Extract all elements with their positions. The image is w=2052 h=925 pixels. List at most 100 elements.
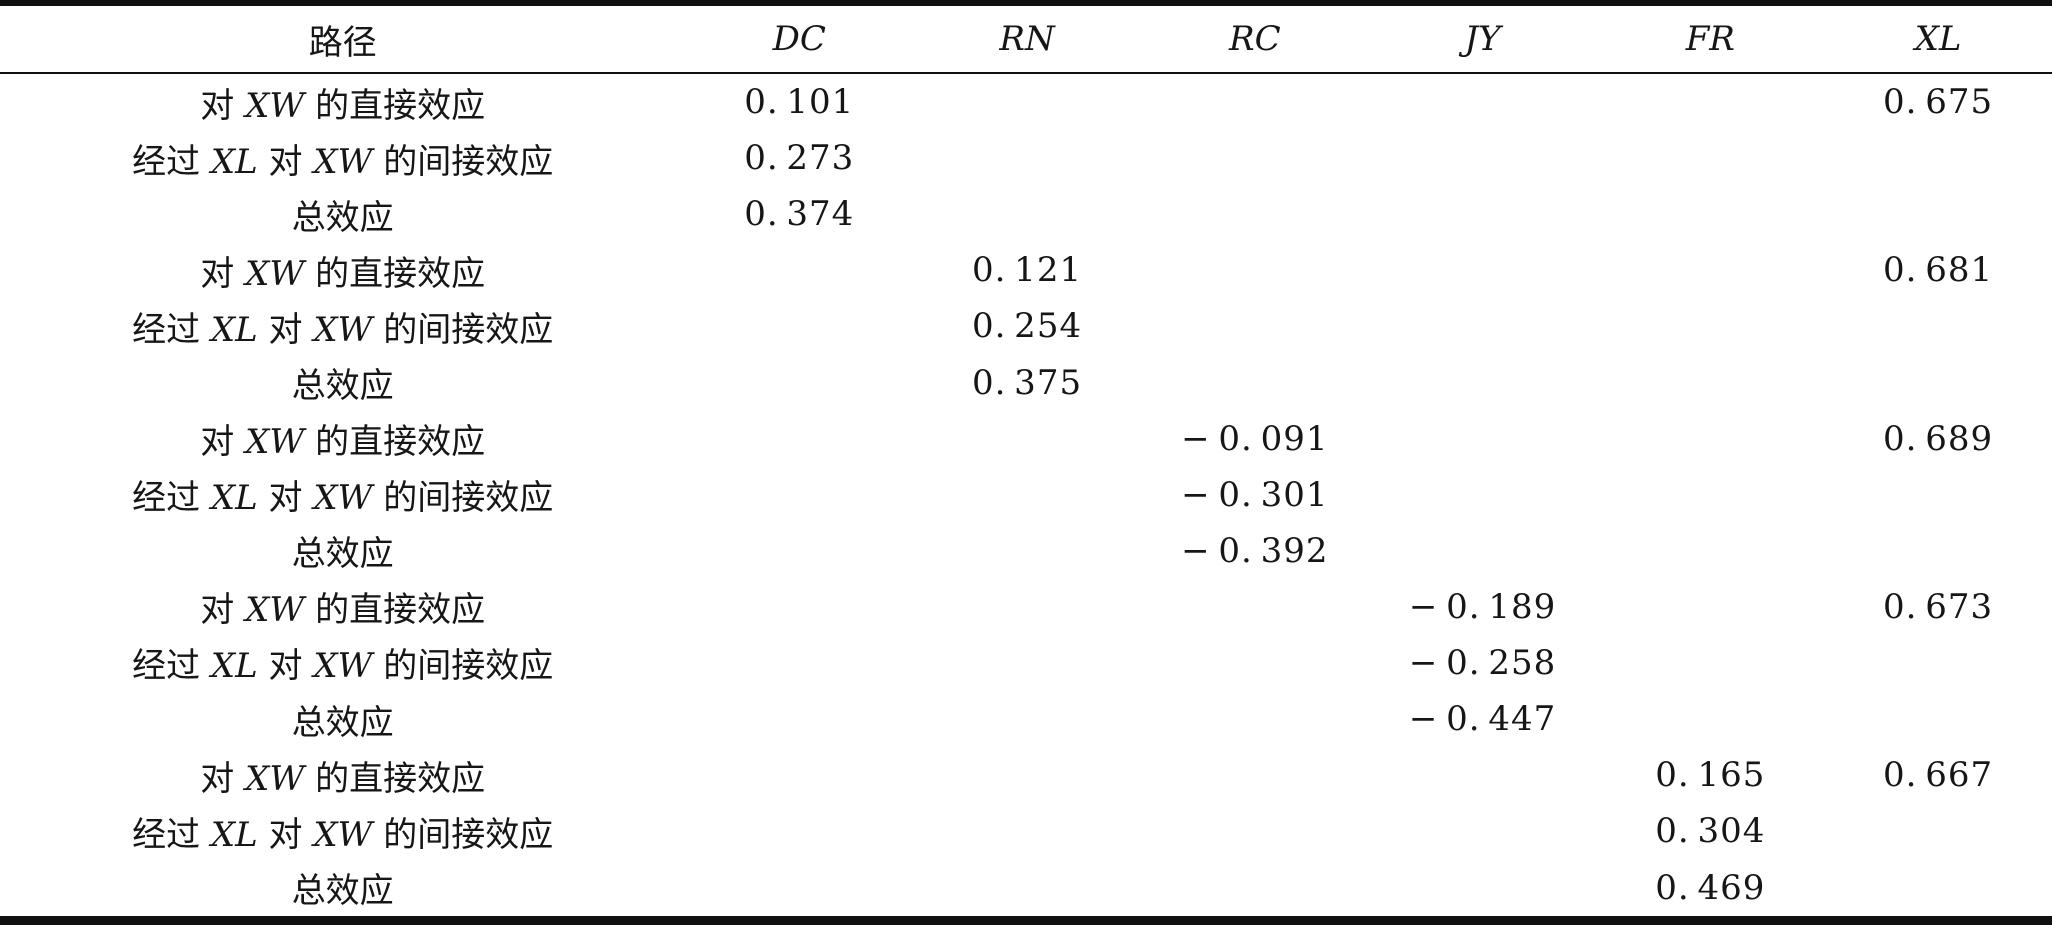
value-cell-DC: 0. 374	[744, 194, 855, 235]
value-cell-RN	[913, 803, 1141, 859]
value-cell-XL: 0. 689	[1883, 418, 1994, 459]
value-cell-FR	[1596, 635, 1824, 691]
variable-symbol: RC	[1228, 19, 1281, 59]
variable-symbol: XL	[1914, 19, 1962, 59]
path-label-cell: 总效应	[291, 366, 394, 407]
value-cell-XL: 0. 667	[1883, 755, 1994, 796]
value-cell-DC	[685, 355, 913, 411]
value-cell-JY	[1369, 803, 1597, 859]
path-label-cell: 经过 XL 对 XW 的间接效应	[132, 478, 554, 519]
variable-symbol: XW	[245, 758, 305, 799]
value-cell-RN	[913, 523, 1141, 579]
value-cell-RC: − 0. 392	[1181, 530, 1329, 571]
value-cell-JY	[1369, 298, 1597, 354]
table-row: 对 XW 的直接效应 0. 121 0. 681	[0, 242, 2052, 298]
variable-symbol: XL	[210, 646, 258, 687]
value-cell-RN: 0. 121	[971, 250, 1083, 291]
value-cell-JY	[1369, 523, 1597, 579]
value-cell-XL	[1824, 298, 2052, 354]
value-cell-RN	[913, 691, 1141, 747]
variable-symbol: XW	[245, 85, 305, 126]
value-cell-RN	[913, 635, 1141, 691]
value-cell-XL	[1824, 467, 2052, 523]
variable-symbol: DC	[772, 19, 826, 59]
table-row: 总效应 0. 375	[0, 355, 2052, 411]
table-row: 经过 XL 对 XW 的间接效应 0. 273	[0, 130, 2052, 186]
value-cell-FR	[1596, 73, 1824, 130]
value-cell-RC: − 0. 091	[1181, 418, 1329, 459]
value-cell-RC	[1141, 579, 1369, 635]
table-row: 总效应 − 0. 392	[0, 523, 2052, 579]
table-row: 经过 XL 对 XW 的间接效应 − 0. 258	[0, 635, 2052, 691]
value-cell-XL	[1824, 186, 2052, 242]
path-label-cell: 对 XW 的直接效应	[200, 253, 486, 294]
value-cell-XL	[1824, 635, 2052, 691]
value-cell-RN	[913, 411, 1141, 467]
table-body: 对 XW 的直接效应 0. 101 0. 675 经过 XL 对 XW 的间接效应 0.…	[0, 73, 2052, 921]
variable-symbol: XL	[210, 309, 258, 350]
value-cell-FR	[1596, 579, 1824, 635]
value-cell-JY: − 0. 258	[1408, 642, 1557, 683]
path-label-cell: 经过 XL 对 XW 的间接效应	[132, 309, 554, 350]
value-cell-XL	[1824, 130, 2052, 186]
value-cell-JY	[1369, 355, 1597, 411]
value-cell-FR: 0. 469	[1655, 867, 1766, 908]
value-cell-JY	[1369, 467, 1597, 523]
variable-symbol: XW	[313, 646, 373, 687]
value-cell-JY	[1369, 859, 1597, 920]
value-cell-DC	[685, 579, 913, 635]
value-cell-XL: 0. 673	[1883, 586, 1994, 627]
value-cell-RN	[913, 73, 1141, 130]
variable-symbol: JY	[1464, 19, 1501, 59]
path-label-cell: 经过 XL 对 XW 的间接效应	[132, 141, 554, 182]
value-cell-RC	[1141, 73, 1369, 130]
value-cell-RC	[1141, 635, 1369, 691]
value-cell-JY	[1369, 747, 1597, 803]
table-row: 对 XW 的直接效应 0. 165 0. 667	[0, 747, 2052, 803]
path-label-cell: 对 XW 的直接效应	[200, 85, 486, 126]
variable-symbol: XL	[210, 141, 258, 182]
value-cell-JY	[1369, 411, 1597, 467]
value-cell-RC	[1141, 242, 1369, 298]
value-cell-DC	[685, 803, 913, 859]
value-cell-JY: − 0. 189	[1408, 586, 1557, 627]
value-cell-FR	[1596, 355, 1824, 411]
value-cell-DC	[685, 467, 913, 523]
variable-symbol: FR	[1685, 19, 1735, 59]
variable-symbol: XW	[245, 590, 305, 631]
table-row: 对 XW 的直接效应 0. 101 0. 675	[0, 73, 2052, 130]
value-cell-DC: 0. 273	[744, 138, 855, 179]
value-cell-RC	[1141, 355, 1369, 411]
table-row: 经过 XL 对 XW 的间接效应 0. 304	[0, 803, 2052, 859]
variable-symbol: XW	[245, 422, 305, 463]
column-header-DC: DC	[685, 3, 913, 73]
column-header-FR: FR	[1596, 3, 1824, 73]
value-cell-RN	[913, 859, 1141, 920]
value-cell-JY: − 0. 447	[1408, 699, 1557, 740]
value-cell-RC	[1141, 747, 1369, 803]
value-cell-XL	[1824, 859, 2052, 920]
path-label-cell: 总效应	[291, 702, 394, 743]
path-label-cell: 总效应	[291, 534, 394, 575]
value-cell-RN	[913, 130, 1141, 186]
table-row: 总效应 − 0. 447	[0, 691, 2052, 747]
column-header-path: 路径	[308, 22, 377, 63]
value-cell-RN	[913, 467, 1141, 523]
value-cell-XL	[1824, 523, 2052, 579]
table-row: 经过 XL 对 XW 的间接效应 − 0. 301	[0, 467, 2052, 523]
value-cell-XL: 0. 675	[1883, 82, 1994, 123]
column-header-XL: XL	[1824, 3, 2052, 73]
value-cell-FR	[1596, 467, 1824, 523]
table-row: 对 XW 的直接效应 − 0. 091 0. 689	[0, 411, 2052, 467]
path-label-cell: 对 XW 的直接效应	[200, 590, 486, 631]
value-cell-DC	[685, 242, 913, 298]
variable-symbol: XL	[210, 814, 258, 855]
value-cell-RN	[913, 747, 1141, 803]
value-cell-RC	[1141, 186, 1369, 242]
variable-symbol: XW	[313, 478, 373, 519]
value-cell-XL	[1824, 355, 2052, 411]
column-header-RN: RN	[913, 3, 1141, 73]
value-cell-FR: 0. 165	[1655, 755, 1766, 796]
table-header: 路径 DC RN RC JY FR XL	[0, 3, 2052, 73]
